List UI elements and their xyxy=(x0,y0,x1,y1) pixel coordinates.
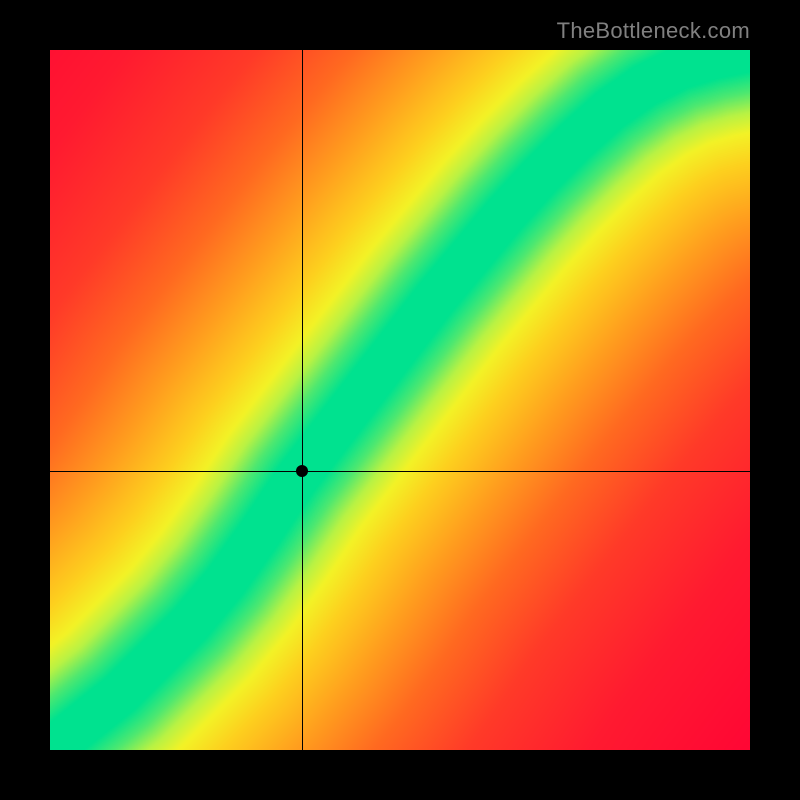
watermark-text: TheBottleneck.com xyxy=(557,18,750,44)
bottleneck-heatmap xyxy=(50,50,750,750)
selection-marker xyxy=(296,465,308,477)
crosshair-vertical xyxy=(302,50,303,750)
heatmap-canvas xyxy=(50,50,750,750)
crosshair-horizontal xyxy=(50,471,750,472)
